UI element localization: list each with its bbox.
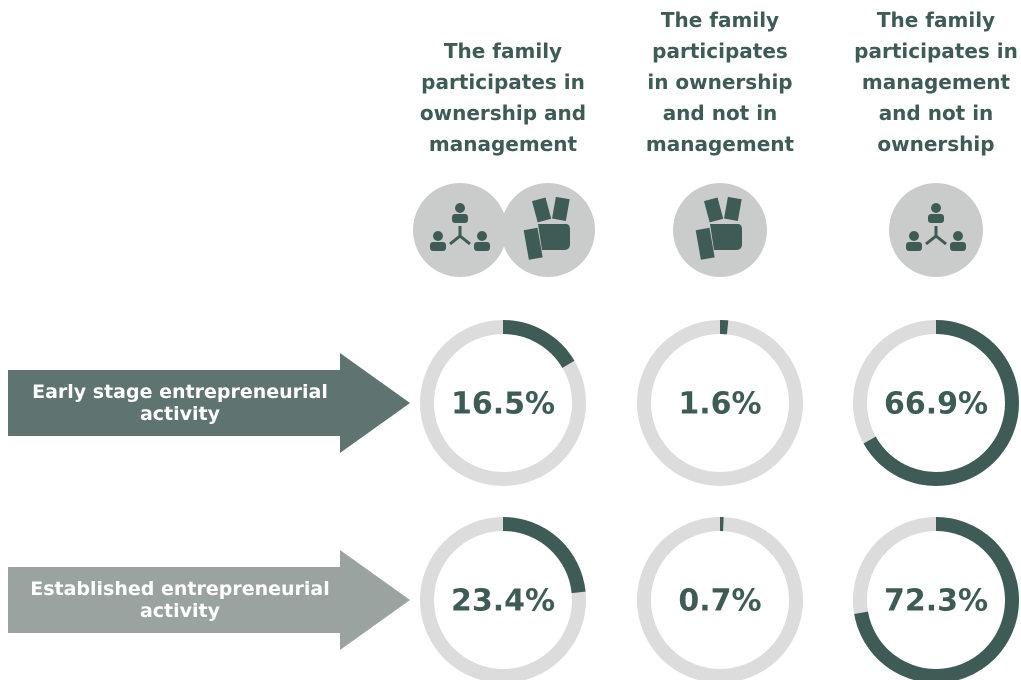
people-icon [906,203,966,251]
people-icon [430,203,490,251]
donut-arc [863,320,1019,486]
row-label: Early stage entrepreneurial activity [32,381,328,425]
column-header: The family participates in ownership and… [419,39,587,156]
row-arrow [8,353,410,453]
donut-arc [854,517,1019,680]
row-label: Established entrepreneurial activity [30,578,330,622]
icons [413,183,983,277]
value-label: 1.6% [678,387,761,422]
donut-arc [502,517,586,594]
value-label: 16.5% [451,387,555,422]
row-arrow [8,550,410,650]
column-header: The family participates in ownership and… [645,8,795,156]
value-label: 0.7% [678,584,761,619]
value-label: 23.4% [451,584,555,619]
money-hand-icon [695,196,742,260]
donut-arc [502,320,575,369]
value-label: 72.3% [884,584,988,619]
column-header: The family participates in management an… [854,8,1018,156]
money-hand-icon [523,196,570,260]
value-label: 66.9% [884,387,988,422]
